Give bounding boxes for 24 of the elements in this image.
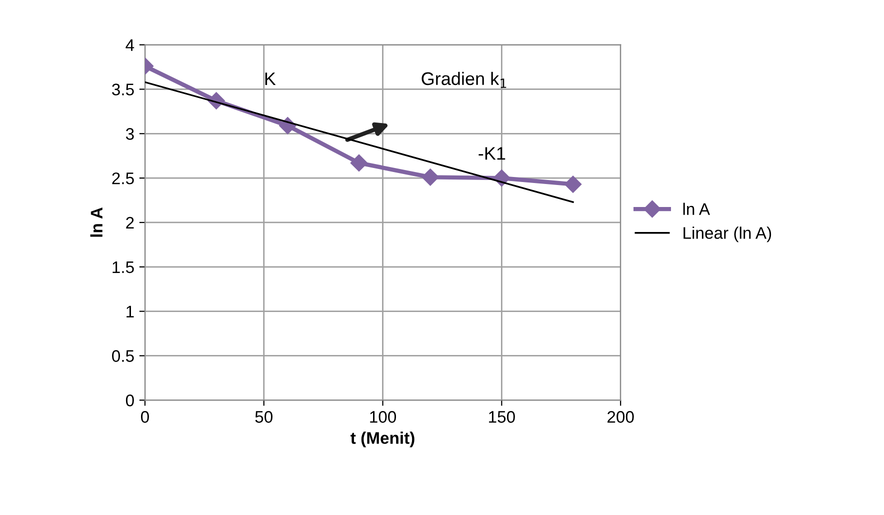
y-tick-label: 1 <box>126 306 134 318</box>
y-tick-label: 3.5 <box>112 84 134 96</box>
annotation: -K1 <box>478 147 506 160</box>
x-tick-label: 100 <box>370 411 396 423</box>
annotation: K <box>265 72 276 86</box>
y-tick-label: 4 <box>126 39 134 51</box>
point <box>422 168 439 186</box>
y-tick-label: 2 <box>126 216 134 229</box>
point <box>564 176 582 193</box>
x-tick-label: 200 <box>608 411 634 423</box>
legend-label: Linear (ln A) <box>684 226 772 242</box>
x-tick-label: 0 <box>140 411 149 423</box>
y-tick-label: 2.5 <box>112 172 134 184</box>
y-axis-title: ln A <box>90 207 102 237</box>
y-tick-label: 0.5 <box>112 350 134 362</box>
y-tick-label: 0 <box>126 394 134 406</box>
y-tick-label: 3 <box>126 128 134 140</box>
y-tick-label: 1.5 <box>112 261 134 274</box>
x-axis-title: t (Menit) <box>350 432 414 448</box>
x-tick-label: 50 <box>255 411 272 423</box>
annotation: Gradien k$_{1}$ <box>422 72 506 88</box>
x-tick-label: 150 <box>489 411 515 423</box>
legend-label: ln A <box>683 202 710 215</box>
point <box>350 154 368 172</box>
